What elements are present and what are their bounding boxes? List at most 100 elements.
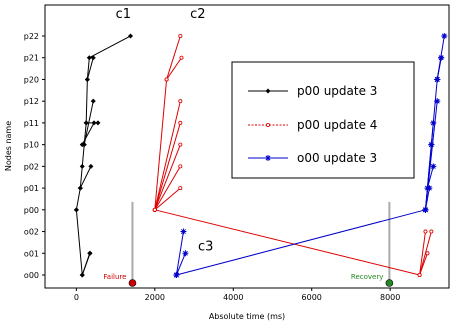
y-tick-label: p12	[24, 97, 39, 106]
data-point	[90, 55, 96, 61]
data-point	[265, 123, 270, 128]
data-point	[179, 55, 184, 60]
event-marker	[385, 279, 394, 287]
data-point	[423, 229, 428, 234]
x-tick-label: 2000	[145, 293, 165, 302]
series-line	[154, 101, 181, 210]
plot-frame	[44, 4, 450, 289]
series-line	[154, 122, 181, 210]
data-point	[429, 229, 434, 234]
event-label: Failure	[103, 273, 126, 281]
series-layer	[73, 33, 448, 278]
data-point	[265, 88, 271, 94]
data-point	[84, 76, 90, 82]
x-tick-label: 4000	[223, 293, 243, 302]
series-line	[176, 209, 426, 276]
annotation-c2: c2	[190, 7, 205, 22]
x-tick-label: 8000	[380, 293, 400, 302]
y-tick-label: p11	[24, 119, 39, 128]
series-o00-update-3	[173, 33, 448, 278]
data-point	[434, 76, 441, 83]
series-line	[86, 57, 94, 80]
series-line	[75, 35, 131, 210]
data-point	[417, 272, 422, 277]
legend-box	[231, 61, 415, 179]
y-tick-label: o02	[24, 228, 39, 237]
series-line	[75, 209, 91, 276]
series-line	[175, 253, 186, 276]
data-point	[164, 77, 169, 82]
x-axis-label: Absolute time (ms)	[209, 312, 285, 321]
data-point	[152, 207, 157, 212]
series-line	[436, 57, 442, 80]
data-point	[77, 185, 83, 191]
data-point	[95, 120, 101, 126]
y-tick-label: p01	[24, 184, 39, 193]
x-tick-label: 6000	[302, 293, 322, 302]
series-line	[154, 144, 181, 211]
data-point	[265, 155, 271, 161]
data-point	[178, 186, 183, 191]
annotation-layer: c1 c2 c3	[116, 7, 214, 254]
data-point	[441, 33, 448, 39]
data-point	[430, 163, 437, 170]
data-point	[178, 164, 183, 169]
series-line	[81, 253, 91, 276]
data-point	[88, 163, 94, 169]
data-point	[180, 228, 187, 235]
y-tick-label: p20	[24, 75, 39, 84]
data-point	[86, 55, 92, 61]
data-point	[81, 142, 87, 148]
series-line	[154, 35, 181, 210]
data-point	[128, 33, 134, 39]
data-point	[434, 98, 441, 105]
event-layer: Failure Recovery	[103, 201, 394, 287]
event-label: Recovery	[351, 273, 383, 281]
data-point	[438, 54, 445, 61]
series-line	[154, 187, 181, 211]
annotation-c3: c3	[198, 239, 213, 254]
data-point	[79, 272, 85, 278]
legend-label: p00 update 4	[297, 118, 377, 132]
data-point	[424, 185, 431, 192]
data-point	[90, 98, 96, 104]
data-point	[428, 141, 435, 148]
y-axis-label: Nodes name	[4, 121, 13, 171]
data-point	[422, 206, 429, 213]
series-p00-update-4	[152, 34, 434, 277]
data-point	[178, 99, 183, 104]
series-line	[154, 209, 426, 276]
series-line	[79, 166, 92, 189]
y-tick-label: p02	[24, 162, 39, 171]
data-point	[73, 207, 79, 213]
data-point	[83, 120, 89, 126]
x-tick-label: 0	[74, 293, 79, 302]
data-point	[178, 142, 183, 147]
series-line	[426, 166, 434, 189]
y-tick-label: p10	[24, 141, 39, 150]
legend: p00 update 3 p00 update 4 o00 update 3	[231, 61, 415, 179]
event-marker	[128, 279, 137, 287]
series-line	[166, 57, 182, 80]
data-point	[425, 251, 430, 256]
data-point	[178, 34, 183, 39]
y-tick-label: p21	[24, 54, 39, 63]
series-line	[419, 231, 432, 276]
y-tick-label: o01	[24, 249, 39, 258]
legend-label: o00 update 3	[297, 151, 377, 165]
series-line	[154, 166, 181, 211]
y-tick-label: o00	[24, 271, 39, 280]
series-line	[81, 122, 95, 145]
y-tick-label: p00	[24, 206, 39, 215]
y-tick-label: p22	[24, 32, 39, 41]
legend-label: p00 update 3	[297, 84, 377, 98]
data-point	[79, 163, 85, 169]
series-line	[175, 231, 184, 276]
tick-layer: 0 2000 4000 6000 8000 o00 o01 o02 p00 p01 p02 p10 p1…	[24, 32, 401, 302]
data-point	[173, 272, 180, 278]
series-line	[430, 79, 438, 145]
data-point	[87, 250, 93, 256]
data-point	[182, 250, 189, 257]
annotation-c1: c1	[116, 7, 131, 22]
